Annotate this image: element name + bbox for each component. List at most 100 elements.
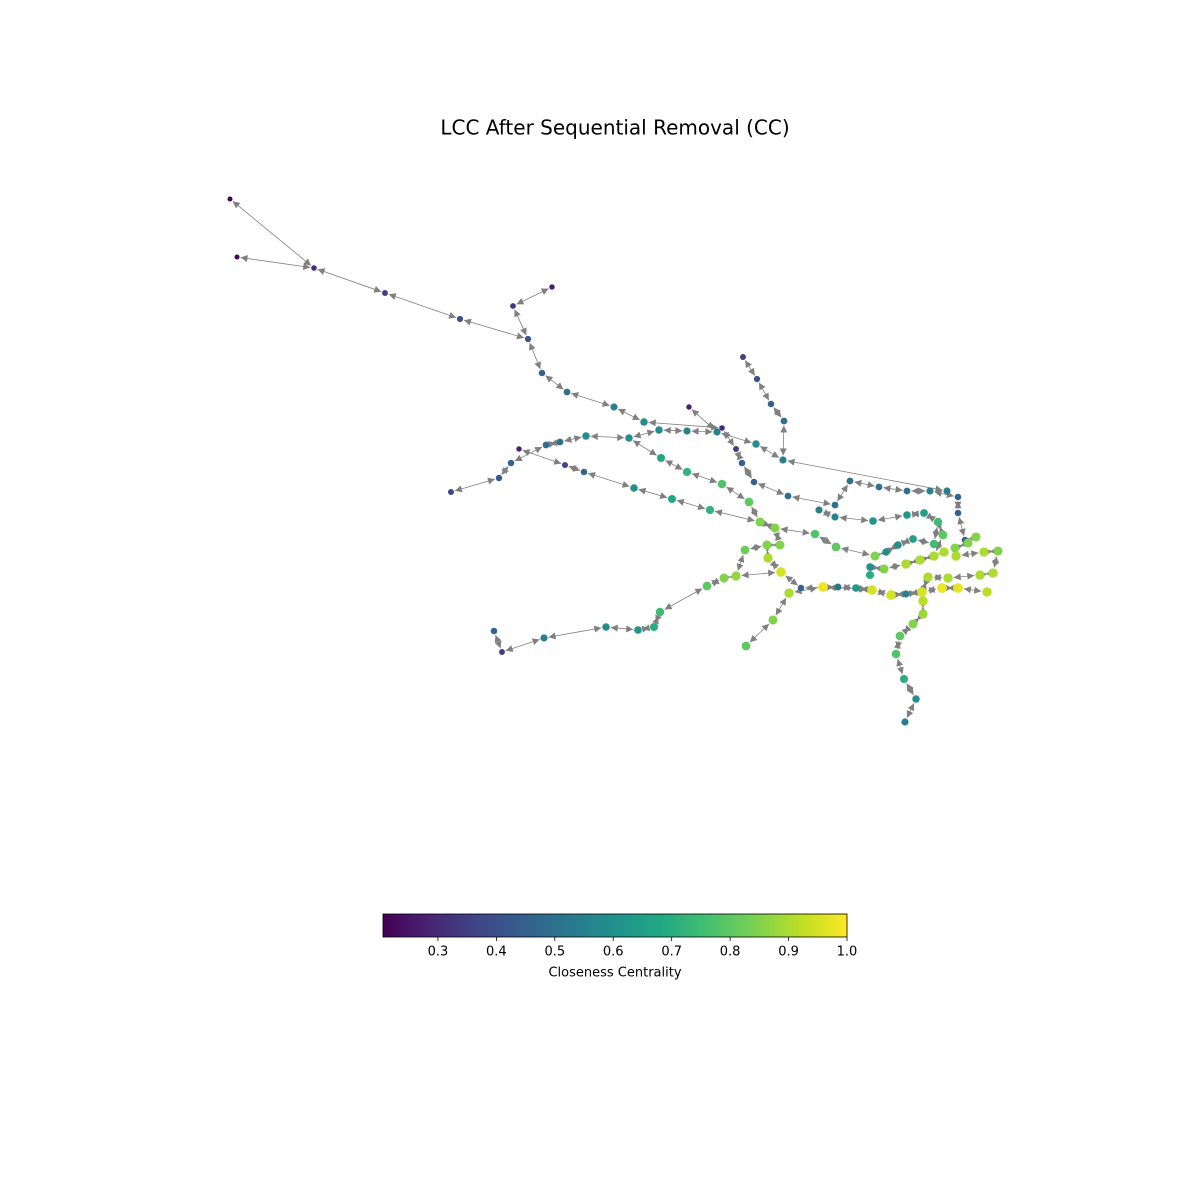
edge — [676, 498, 706, 510]
node — [563, 388, 571, 396]
edge — [590, 433, 625, 441]
node — [738, 459, 746, 467]
node — [831, 513, 839, 521]
colorbar-tick-label: 0.6 — [603, 945, 624, 960]
node — [713, 428, 721, 436]
colorbar — [382, 913, 848, 938]
node — [702, 581, 712, 591]
node — [516, 446, 522, 452]
edge — [893, 641, 903, 649]
edge — [955, 540, 968, 551]
node — [929, 539, 939, 549]
node — [993, 546, 1003, 556]
node — [950, 543, 960, 553]
node — [975, 570, 985, 580]
node — [507, 459, 515, 467]
node — [784, 492, 792, 500]
edge — [900, 537, 911, 547]
node — [818, 582, 828, 592]
colorbar-tick-label: 0.7 — [661, 945, 682, 960]
edge — [785, 575, 798, 586]
edge — [548, 439, 558, 448]
node — [926, 487, 934, 495]
edge — [723, 430, 735, 446]
node — [683, 427, 691, 435]
edge — [901, 625, 912, 636]
node — [755, 517, 765, 527]
edge — [819, 536, 832, 545]
node — [909, 535, 917, 543]
edge — [917, 537, 930, 546]
edge — [743, 466, 753, 479]
node — [915, 555, 925, 565]
edge — [741, 569, 776, 579]
node — [668, 495, 676, 503]
node — [655, 607, 665, 617]
node — [943, 573, 953, 583]
node — [954, 493, 962, 501]
node — [561, 461, 569, 469]
node — [869, 517, 877, 525]
edge — [691, 427, 713, 436]
node — [682, 467, 692, 477]
node — [902, 590, 910, 598]
edge — [663, 426, 683, 435]
node — [834, 583, 842, 591]
edge — [711, 577, 720, 587]
node — [903, 511, 911, 519]
node — [971, 532, 981, 542]
nodes — [227, 196, 1003, 726]
chart-title: LCC After Sequential Removal (CC) — [440, 116, 789, 140]
node — [920, 509, 928, 517]
colorbar-tick-label: 0.8 — [720, 945, 741, 960]
node — [831, 501, 839, 509]
edge — [463, 318, 525, 340]
edge — [388, 293, 457, 319]
node — [740, 354, 746, 360]
node — [923, 572, 933, 582]
node — [630, 484, 638, 492]
node — [810, 529, 820, 539]
node — [937, 583, 947, 593]
node — [556, 438, 564, 446]
node — [918, 609, 928, 619]
edge — [961, 550, 979, 558]
node — [784, 588, 794, 598]
node — [542, 441, 550, 449]
edge — [691, 472, 718, 484]
node — [846, 477, 854, 485]
edge — [792, 494, 831, 507]
node — [686, 404, 692, 410]
node — [524, 335, 532, 343]
node — [918, 596, 928, 606]
node — [933, 517, 943, 527]
node — [762, 540, 772, 550]
node — [731, 571, 741, 581]
node — [490, 627, 498, 635]
node — [549, 284, 555, 290]
edge — [839, 514, 869, 524]
colorbar-tick-label: 1.0 — [837, 945, 858, 960]
node — [912, 695, 920, 703]
edge — [454, 477, 496, 493]
node — [719, 573, 729, 583]
node — [882, 548, 890, 556]
edge — [726, 486, 745, 500]
edge — [721, 432, 752, 444]
node — [234, 254, 240, 260]
edge — [934, 490, 954, 499]
node — [717, 479, 727, 489]
edge — [240, 255, 311, 270]
node — [744, 497, 754, 507]
node — [866, 563, 874, 571]
edge — [963, 586, 982, 594]
edges — [232, 200, 1000, 719]
node — [602, 623, 610, 631]
edge — [758, 382, 770, 401]
edge — [953, 572, 975, 581]
edge — [750, 543, 762, 552]
node — [867, 585, 877, 595]
node — [634, 626, 642, 634]
edge — [545, 375, 564, 390]
